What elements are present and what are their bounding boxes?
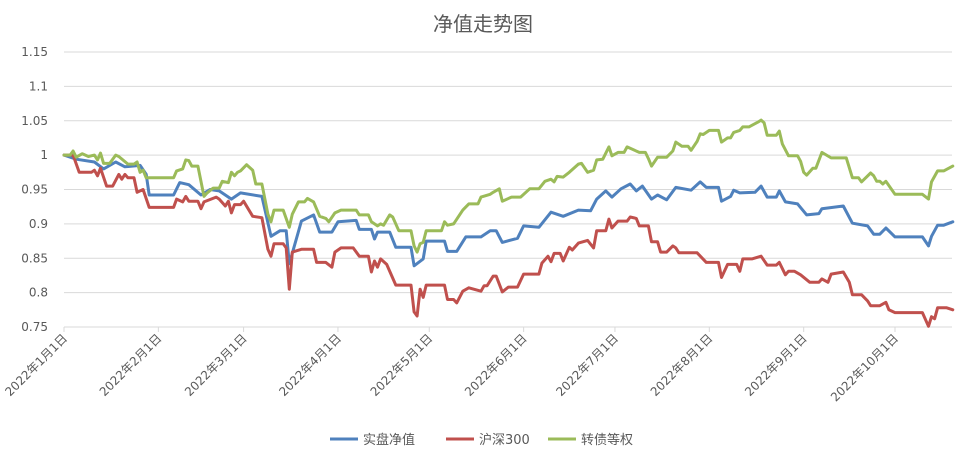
y-tick-label: 0.85 <box>21 251 48 265</box>
x-tick-label: 2022年8月1日 <box>648 331 716 399</box>
series-line-1 <box>62 153 955 328</box>
y-tick-label: 1.1 <box>29 79 48 93</box>
x-tick-label: 2022年7月1日 <box>553 331 621 399</box>
y-tick-label: 1 <box>40 148 48 162</box>
series-lines <box>62 118 955 328</box>
x-tick-label: 2022年4月1日 <box>276 331 344 399</box>
x-tick-label: 2022年10月1日 <box>828 331 901 404</box>
chart-title: 净值走势图 <box>433 12 533 36</box>
legend-label: 转债等权 <box>581 432 633 448</box>
x-tick-label: 2022年6月1日 <box>462 331 530 399</box>
x-tick-label: 2022年1月1日 <box>2 331 70 399</box>
y-tick-label: 0.75 <box>21 320 48 334</box>
y-axis: 0.75 0.8 0.85 0.9 0.95 1 1.05 1.1 1.15 <box>21 45 48 334</box>
series-line-0 <box>62 153 955 268</box>
y-tick-label: 1.15 <box>21 45 48 59</box>
legend-label: 沪深300 <box>479 432 530 448</box>
legend: 实盘净值 沪深300 转债等权 <box>330 432 633 448</box>
y-tick-label: 0.95 <box>21 183 48 197</box>
x-tick-label: 2022年2月1日 <box>97 331 165 399</box>
legend-item: 沪深300 <box>446 432 530 448</box>
x-tick-label: 2022年5月1日 <box>368 331 436 399</box>
y-tick-label: 0.9 <box>29 217 48 231</box>
legend-item: 实盘净值 <box>330 432 415 448</box>
series-line-2 <box>62 118 955 254</box>
x-axis: 2022年1月1日 2022年2月1日 2022年3月1日 2022年4月1日 2022… <box>2 326 952 404</box>
y-tick-label: 1.05 <box>21 114 48 128</box>
legend-label: 实盘净值 <box>363 432 415 448</box>
y-tick-label: 0.8 <box>29 286 48 300</box>
legend-item: 转债等权 <box>548 432 633 448</box>
x-tick-label: 2022年9月1日 <box>742 331 810 399</box>
x-tick-label: 2022年3月1日 <box>182 331 250 399</box>
